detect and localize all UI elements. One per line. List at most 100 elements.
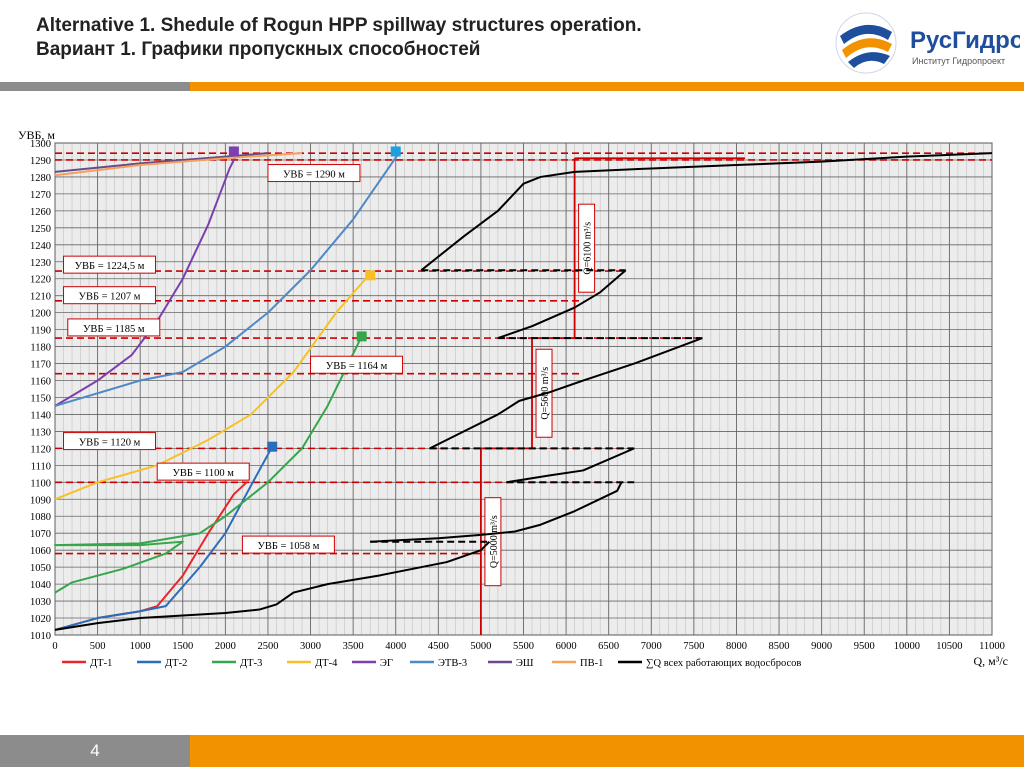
x-tick-label: 7500 bbox=[683, 641, 704, 652]
y-tick-label: 1010 bbox=[30, 631, 51, 642]
legend-label: ДТ-4 bbox=[315, 658, 338, 669]
x-tick-label: 10000 bbox=[894, 641, 920, 652]
y-tick-label: 1210 bbox=[30, 292, 51, 303]
legend-label: ЭШ bbox=[516, 658, 534, 669]
y-tick-label: 1060 bbox=[30, 546, 51, 557]
bottom-bar-grey bbox=[0, 735, 190, 767]
level-label-box bbox=[310, 355, 404, 374]
y-tick-label: 1120 bbox=[30, 444, 51, 455]
x-tick-label: 9500 bbox=[854, 641, 875, 652]
bottom-bar-orange bbox=[190, 735, 1024, 767]
sum-solid-segment bbox=[429, 337, 703, 450]
x-tick-label: 6500 bbox=[598, 641, 619, 652]
logo-name: РусГидро bbox=[910, 27, 1020, 54]
y-tick-label: 1090 bbox=[30, 495, 51, 506]
series-line bbox=[54, 540, 491, 631]
legend-label: ∑Q всех работающих водосбросов bbox=[646, 658, 801, 669]
y-tick-label: 1100 bbox=[30, 478, 51, 489]
level-label: УВБ = 1207 м bbox=[79, 292, 141, 303]
level-label: УВБ = 1185 м bbox=[83, 324, 145, 335]
legend-label: ДТ-3 bbox=[240, 658, 262, 669]
end-marker bbox=[365, 270, 376, 281]
end-marker bbox=[390, 146, 401, 157]
level-label-box bbox=[67, 318, 161, 337]
sum-solid-segment bbox=[506, 447, 635, 484]
series-line bbox=[54, 152, 269, 173]
level-label: УВБ = 1120 м bbox=[79, 438, 141, 449]
x-tick-label: 5500 bbox=[513, 641, 534, 652]
legend-label: ДТ-1 bbox=[90, 658, 112, 669]
rushydro-globe-icon: РусГидро Институт Гидропроект bbox=[835, 12, 1024, 74]
level-label: УВБ = 1058 м bbox=[257, 541, 319, 552]
x-tick-label: 11000 bbox=[979, 641, 1005, 652]
level-label: УВБ = 1224,5 м bbox=[75, 261, 145, 272]
x-tick-label: 0 bbox=[52, 641, 57, 652]
x-axis-label: Q, м³/с bbox=[973, 654, 1008, 668]
y-tick-label: 1290 bbox=[30, 156, 51, 167]
sum-solid-segment bbox=[370, 481, 623, 543]
x-tick-label: 2000 bbox=[215, 641, 236, 652]
x-tick-label: 500 bbox=[90, 641, 106, 652]
x-tick-label: 8000 bbox=[726, 641, 747, 652]
level-label-box bbox=[63, 432, 157, 451]
y-tick-label: 1280 bbox=[30, 173, 51, 184]
title-russian: Вариант 1. Графики пропускных способност… bbox=[36, 39, 481, 60]
y-tick-label: 1220 bbox=[30, 275, 51, 286]
discharge-label: Q=5000 m³/s bbox=[489, 515, 500, 568]
x-tick-label: 5000 bbox=[470, 641, 491, 652]
y-tick-label: 1030 bbox=[30, 597, 51, 608]
x-tick-label: 6000 bbox=[556, 641, 577, 652]
legend-label: ПВ-1 bbox=[580, 658, 603, 669]
level-label: УВБ = 1290 м bbox=[283, 170, 345, 181]
y-tick-label: 1150 bbox=[30, 393, 51, 404]
x-tick-label: 1500 bbox=[172, 641, 193, 652]
x-tick-label: 10500 bbox=[936, 641, 962, 652]
y-tick-label: 1230 bbox=[30, 258, 51, 269]
y-tick-label: 1260 bbox=[30, 207, 51, 218]
end-marker bbox=[228, 146, 239, 157]
end-marker bbox=[267, 441, 278, 452]
discharge-label: Q=6100 m³/s bbox=[583, 222, 594, 275]
level-label-box bbox=[267, 164, 361, 183]
level-label: УВБ = 1164 м bbox=[326, 361, 388, 372]
y-tick-label: 1300 bbox=[30, 139, 51, 150]
x-tick-label: 3500 bbox=[343, 641, 364, 652]
y-tick-label: 1020 bbox=[30, 614, 51, 625]
level-label-box bbox=[63, 286, 157, 305]
y-tick-label: 1160 bbox=[30, 377, 51, 388]
sum-solid-segment bbox=[497, 269, 627, 340]
x-tick-label: 8500 bbox=[769, 641, 790, 652]
end-marker bbox=[356, 331, 367, 342]
level-label-box bbox=[156, 462, 250, 481]
discharge-chart: 0 500 1000 1500 2000 2500 3000 3500 4000 4500 5000… bbox=[18, 128, 1008, 669]
legend-label: ДТ-2 bbox=[165, 658, 187, 669]
y-tick-label: 1110 bbox=[31, 461, 51, 472]
page-title: Alternative 1. Shedule of Rogun HPP spil… bbox=[36, 14, 796, 62]
x-tick-label: 9000 bbox=[811, 641, 832, 652]
x-tick-label: 4000 bbox=[385, 641, 406, 652]
legend-label: ЭГ bbox=[380, 658, 393, 669]
page-number: 4 bbox=[90, 741, 100, 760]
sum-solid-segment bbox=[420, 152, 993, 272]
series-line bbox=[54, 335, 363, 594]
y-tick-label: 1200 bbox=[30, 309, 51, 320]
y-tick-label: 1130 bbox=[30, 427, 51, 438]
y-tick-label: 1070 bbox=[30, 529, 51, 540]
series-line bbox=[54, 152, 303, 177]
title-english: Alternative 1. Shedule of Rogun HPP spil… bbox=[36, 15, 642, 36]
y-tick-label: 1190 bbox=[30, 326, 51, 337]
level-label-box bbox=[63, 255, 157, 274]
y-tick-label: 1140 bbox=[30, 410, 51, 421]
y-tick-label: 1180 bbox=[30, 343, 51, 354]
level-label: УВБ = 1100 м bbox=[172, 468, 234, 479]
x-tick-label: 4500 bbox=[428, 641, 449, 652]
series-line bbox=[54, 151, 240, 407]
x-tick-label: 1000 bbox=[130, 641, 151, 652]
y-axis-label: УВБ, м bbox=[18, 128, 55, 142]
series-line bbox=[54, 446, 274, 631]
y-tick-label: 1240 bbox=[30, 241, 51, 252]
series-line bbox=[54, 150, 401, 407]
x-tick-label: 3000 bbox=[300, 641, 321, 652]
x-tick-label: 2500 bbox=[257, 641, 278, 652]
logo-subtitle: Институт Гидропроект bbox=[912, 56, 1005, 66]
